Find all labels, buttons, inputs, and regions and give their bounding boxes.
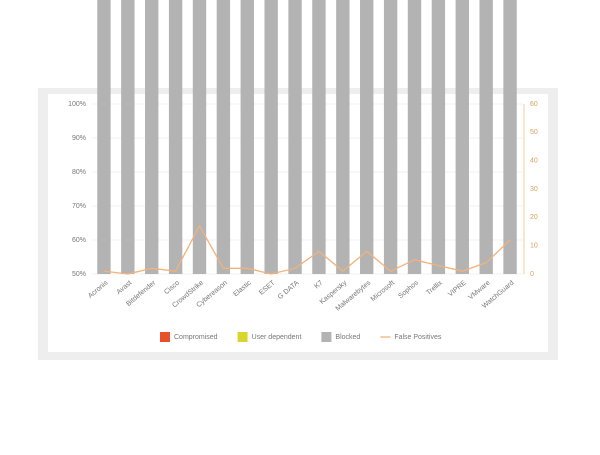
y2-tick-label: 20 [530,214,538,221]
legend-swatch [237,332,248,342]
bar-segment [240,0,254,275]
bar-segment [288,0,302,275]
bar-segment [431,0,446,275]
legend-label: False Positives [394,334,442,341]
bar-segment [503,0,517,274]
y2-tick-label: 60 [530,101,538,108]
bar-segment [121,0,135,275]
y2-tick-label: 10 [530,243,538,250]
y-tick-label: 70% [72,203,86,210]
bar-segment [216,0,231,274]
bar-segment [383,0,398,274]
y-tick-label: 60% [72,237,86,244]
y2-tick-label: 30 [530,186,538,193]
y2-tick-label: 50 [530,129,538,136]
bar-segment [479,0,493,274]
legend-swatch [160,332,170,342]
y2-tick-label: 40 [530,158,538,165]
bar-segment [264,0,278,275]
bar-segment [97,0,111,274]
y-tick-label: 90% [72,135,86,142]
bar-segment [312,0,326,274]
y-tick-label: 50% [72,271,86,278]
bar-segment [407,0,422,274]
bar-segment [360,0,374,275]
y-tick-label: 80% [72,169,86,176]
legend-swatch [321,332,332,342]
y2-tick-label: 0 [530,271,534,278]
legend-label: User dependent [252,334,302,341]
legend-label: Compromised [174,334,218,341]
bar-segment [455,0,469,274]
y-tick-label: 100% [68,101,86,108]
legend-label: Blocked [335,334,360,341]
false-positives-line [103,224,511,275]
bar-segment [192,0,207,274]
bar-segment [145,0,159,274]
bar-segment [168,0,183,274]
bar-segment [336,0,350,274]
x-tick-label: K7 [313,280,324,291]
